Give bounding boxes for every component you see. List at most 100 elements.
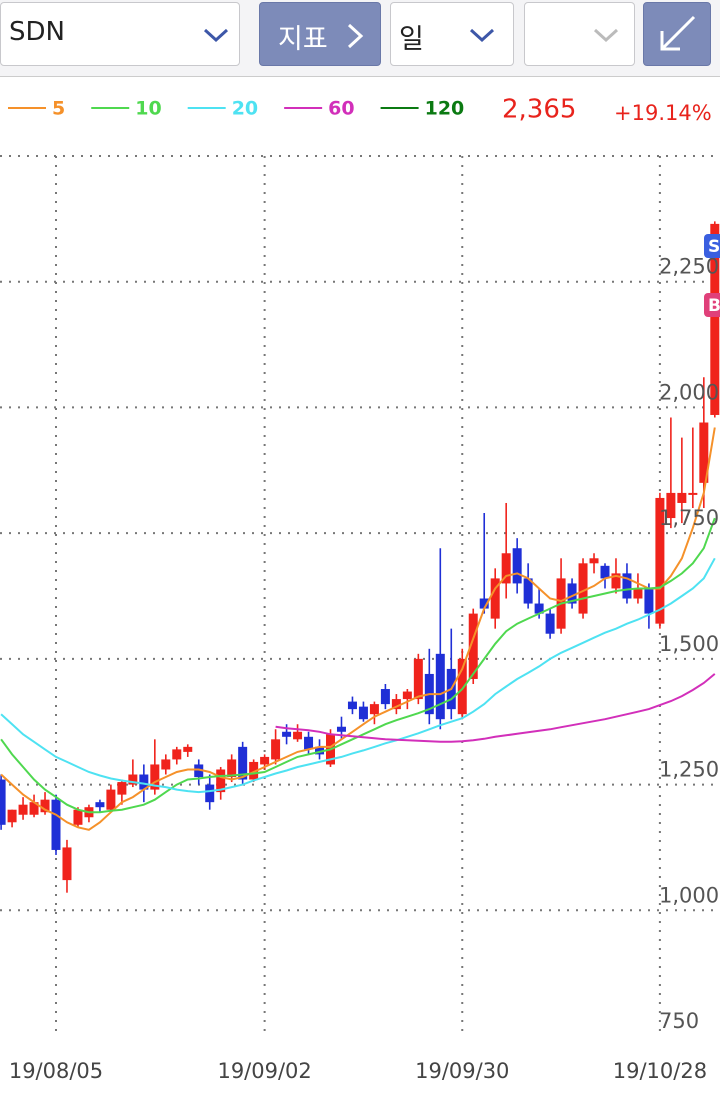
candle-body [699, 422, 709, 483]
legend-label: 60 [328, 98, 354, 120]
candle-body [249, 761, 259, 780]
legend-label: 5 [52, 98, 65, 120]
candle-body [238, 746, 248, 780]
candle-body [622, 573, 632, 599]
candle-body [227, 759, 237, 778]
candle-body [194, 764, 204, 778]
legend-label: 20 [232, 98, 258, 120]
candle-body [435, 653, 445, 720]
candle-body [413, 658, 423, 700]
candle-body [545, 613, 555, 634]
candle-body [578, 563, 588, 614]
candle-body [468, 613, 478, 679]
symbol-select[interactable]: SDN [0, 2, 240, 66]
candle-body [369, 704, 379, 715]
resize-button[interactable] [643, 2, 711, 66]
period: 일 [399, 24, 424, 55]
empty-select[interactable] [524, 2, 635, 66]
candle-body [490, 578, 500, 619]
candle-body [18, 804, 28, 815]
chevron [469, 28, 495, 43]
arrow-icon [660, 15, 696, 51]
candle-body [567, 583, 577, 604]
candle-body [260, 756, 270, 765]
candle-body [183, 746, 193, 752]
y-tick-label: 1,500 [659, 632, 719, 656]
legend-label: 10 [135, 98, 161, 120]
y-tick-label: 2,000 [659, 380, 719, 404]
candle-body [391, 699, 401, 710]
candle-body [117, 782, 127, 795]
candle-body [589, 558, 599, 564]
indicator-button[interactable]: 지표 [259, 2, 381, 66]
last-price: 2,365 [502, 95, 576, 125]
candle-body [73, 809, 83, 825]
x-tick-label: 19/09/30 [415, 1059, 509, 1083]
y-tick-label: 1,250 [659, 758, 719, 782]
candle-body [205, 784, 215, 803]
candle-body [29, 802, 39, 815]
candle-body [677, 492, 687, 503]
candle-body [688, 492, 698, 495]
candle-body [655, 497, 665, 624]
candle-body [523, 578, 533, 604]
candle-body [380, 689, 390, 705]
candle-body [402, 691, 412, 700]
candle-body [644, 588, 654, 614]
candle-body [457, 658, 467, 715]
candle-body [216, 769, 226, 793]
candle-body [347, 701, 357, 710]
candle-body [282, 731, 292, 737]
symbol: SDN [9, 17, 65, 47]
chevron [593, 28, 619, 43]
candle-body [106, 789, 116, 810]
candle-body [512, 548, 522, 584]
candle-body [161, 759, 171, 770]
trade-marker-label: S [708, 237, 720, 257]
y-tick-label: 2,250 [659, 255, 719, 279]
candle-body [633, 588, 643, 599]
candle-body [534, 603, 544, 614]
candle-body [479, 598, 489, 609]
candle-body [128, 774, 138, 785]
candle-body [51, 799, 61, 850]
legend-label: 120 [425, 98, 465, 120]
candle-body [304, 736, 314, 750]
ma-line [275, 673, 716, 743]
change-percent: +19.14% [614, 101, 712, 125]
trade-marker-label: B [708, 296, 720, 316]
chevron [347, 23, 364, 49]
x-tick-label: 19/10/28 [613, 1059, 707, 1083]
ma-line [0, 557, 716, 794]
candle-body [666, 492, 676, 519]
candle-body [271, 739, 281, 760]
candle-body [172, 749, 182, 760]
trade-marker [704, 293, 720, 317]
candle-body [62, 847, 72, 881]
candle-body [501, 553, 511, 584]
y-tick-label: 1,750 [659, 506, 719, 530]
x-tick-label: 19/09/02 [217, 1059, 311, 1083]
period-select[interactable]: 일 [390, 2, 514, 66]
ma-line [0, 517, 716, 814]
candle-body [95, 802, 105, 808]
candle-body [293, 731, 303, 740]
chevron [203, 28, 229, 43]
indicator: 지표 [278, 24, 328, 55]
candle-body [150, 764, 160, 790]
candle-body [7, 809, 17, 823]
x-tick-label: 19/08/05 [9, 1059, 103, 1083]
candle-body [336, 726, 346, 732]
candle-body [0, 779, 6, 825]
y-tick-label: 750 [659, 1009, 699, 1033]
ma-line [0, 427, 716, 831]
candle-body [611, 573, 621, 589]
candle-body [139, 774, 149, 790]
candle-body [358, 706, 368, 720]
y-tick-label: 1,000 [659, 883, 719, 907]
candle-body [600, 565, 610, 579]
candle-body [710, 223, 720, 415]
trade-marker [704, 234, 720, 258]
plot [0, 156, 720, 1032]
